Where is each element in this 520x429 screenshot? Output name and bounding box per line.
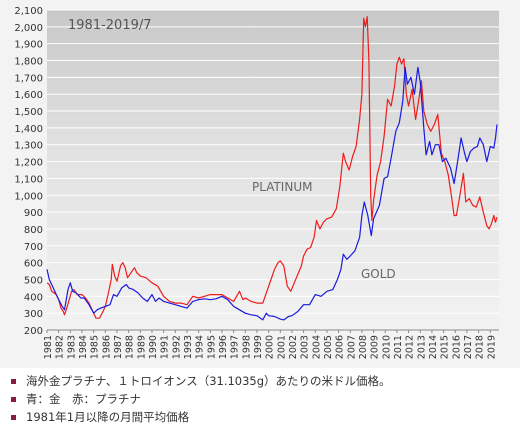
x-tick-label: 1988	[125, 335, 136, 359]
series-line-platinum	[46, 16, 498, 319]
plot-area	[47, 10, 499, 330]
chart-panel: 200 300 400 500 600 700 800 900 1,000 1,100 1,200 1…	[0, 0, 520, 368]
x-tick-label: 1998	[241, 335, 252, 359]
x-tick-label: 2006	[335, 335, 346, 359]
y-tick-label: 2,100	[14, 6, 43, 17]
note-item: 1981年1月以降の月間平均価格	[8, 408, 513, 426]
series-label-gold: GOLD	[361, 267, 396, 281]
x-tick-label: 1981	[43, 335, 54, 359]
y-tick-label: 1,900	[14, 40, 43, 51]
series-label-platinum: PLATINUM	[252, 180, 312, 194]
x-tick-label: 2017	[463, 335, 474, 359]
x-tick-label: 1991	[160, 335, 171, 359]
x-tick-label: 1984	[78, 335, 89, 359]
x-tick-label: 1996	[218, 335, 229, 359]
y-tick-label: 1,400	[14, 124, 43, 135]
x-axis: 1981 1982 1983 1984 1985 1986 1987 1988 1989 1990…	[43, 329, 499, 359]
x-tick-label: 1992	[171, 335, 182, 359]
y-axis: 200 300 400 500 600 700 800 900 1,000 1,100 1,200 1…	[14, 6, 43, 337]
x-tick-label: 2013	[416, 335, 427, 359]
x-tick-label: 1993	[183, 335, 194, 359]
x-tick-label: 2018	[475, 335, 486, 359]
x-tick-label: 1982	[55, 335, 66, 359]
x-tick-label: 2007	[346, 335, 357, 359]
series-line-gold	[46, 66, 498, 321]
y-tick-label: 1,700	[14, 73, 43, 84]
y-tick-label: 900	[24, 208, 43, 219]
x-tick-label: 2011	[393, 335, 404, 359]
x-tick-label: 1997	[230, 335, 241, 359]
x-tick-label: 2015	[440, 335, 451, 359]
x-tick-label: 1999	[253, 335, 264, 359]
x-tick-label: 1990	[148, 335, 159, 359]
x-tick-label: 2005	[323, 335, 334, 359]
x-tick-label: 2008	[358, 335, 369, 359]
x-tick-label: 2012	[405, 335, 416, 359]
y-tick-label: 1,100	[14, 174, 43, 185]
x-tick-label: 1985	[90, 335, 101, 359]
notes-list: 海外金プラチナ、１トロイオンス（31.1035g）あたりの米ドル価格。 青：金 …	[8, 372, 513, 426]
y-tick-label: 2,000	[14, 23, 43, 34]
bullet-icon	[11, 379, 16, 384]
y-tick-label: 400	[24, 292, 43, 303]
y-tick-label: 1,600	[14, 90, 43, 101]
x-tick-label: 2004	[311, 335, 322, 359]
note-item: 青：金 赤：プラチナ	[8, 390, 513, 408]
x-tick-label: 2000	[265, 335, 276, 359]
bullet-icon	[11, 415, 16, 420]
x-tick-label: 2010	[381, 335, 392, 359]
x-tick-label: 2019	[486, 335, 497, 359]
y-tick-label: 800	[24, 225, 43, 236]
price-line-chart: 200 300 400 500 600 700 800 900 1,000 1,100 1,200 1…	[14, 6, 499, 359]
x-tick-label: 1995	[206, 335, 217, 359]
y-tick-label: 1,000	[14, 191, 43, 202]
x-tick-label: 1987	[113, 335, 124, 359]
series-lines	[46, 16, 498, 321]
x-tick-label: 2016	[451, 335, 462, 359]
y-tick-label: 1,300	[14, 141, 43, 152]
note-item: 海外金プラチナ、１トロイオンス（31.1035g）あたりの米ドル価格。	[8, 372, 513, 390]
x-tick-label: 2003	[300, 335, 311, 359]
x-tick-label: 2009	[370, 335, 381, 359]
x-tick-label: 2014	[428, 335, 439, 359]
y-tick-label: 600	[24, 259, 43, 270]
y-tick-label: 1,200	[14, 158, 43, 169]
x-tick-label: 2002	[288, 335, 299, 359]
x-tick-label: 2001	[276, 335, 287, 359]
y-tick-label: 500	[24, 275, 43, 286]
y-tick-label: 1,500	[14, 107, 43, 118]
y-tick-label: 700	[24, 242, 43, 253]
y-tick-label: 300	[24, 309, 43, 320]
period-label: 1981-2019/7	[68, 18, 152, 33]
bullet-icon	[11, 397, 16, 402]
x-tick-label: 1989	[136, 335, 147, 359]
x-tick-label: 1994	[195, 335, 206, 359]
y-tick-label: 200	[24, 326, 43, 337]
y-tick-label: 1,800	[14, 57, 43, 68]
x-tick-label: 1986	[101, 335, 112, 359]
x-tick-label: 1983	[66, 335, 77, 359]
